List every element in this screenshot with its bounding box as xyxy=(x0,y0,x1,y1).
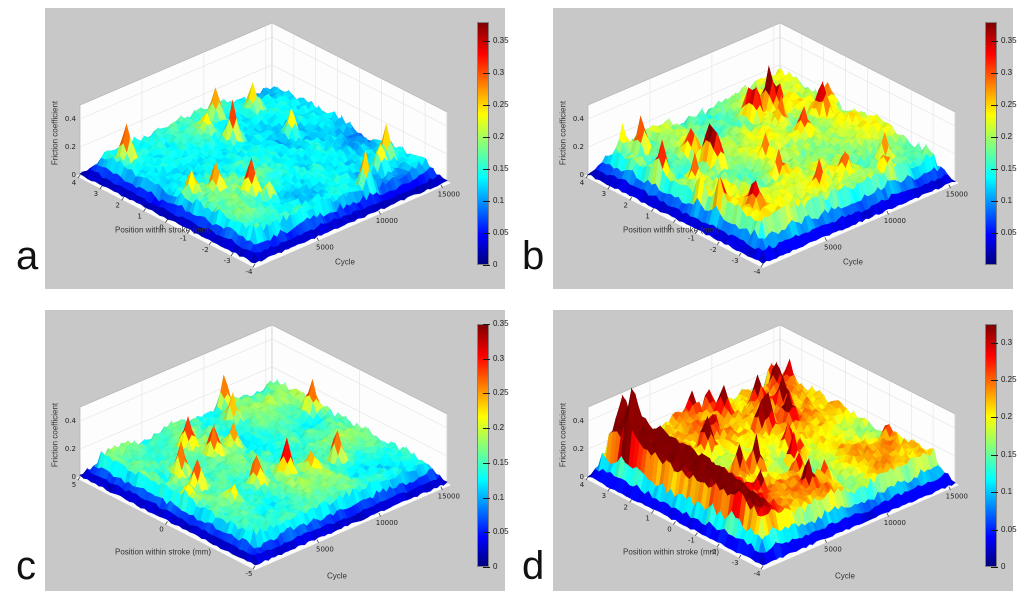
colorbar-tick-label: 0.25 xyxy=(493,388,509,398)
colorbar-tick-label: 0 xyxy=(1001,562,1006,571)
y-axis-label: Cycle xyxy=(842,257,864,267)
colorbar xyxy=(477,324,489,567)
colorbar-tick-mark xyxy=(483,233,490,235)
colorbar-tick-label: 0.1 xyxy=(493,196,505,206)
colorbar-tick-label: 0.05 xyxy=(493,228,509,238)
panel-letter-b: b xyxy=(522,234,545,278)
colorbar-tick-label: 0.15 xyxy=(1001,449,1017,459)
colorbar-tick-mark xyxy=(991,567,998,568)
colorbar-tick-label: 0.35 xyxy=(1001,36,1017,46)
colorbar-tick-mark xyxy=(483,428,490,430)
colorbar-tick-mark xyxy=(483,393,490,395)
surface-plot-canvas-b xyxy=(553,8,1013,289)
colorbar-tick-mark xyxy=(991,73,998,75)
panel-c: Friction coefficient Position within str… xyxy=(45,310,509,591)
colorbar xyxy=(985,22,997,265)
colorbar-tick-mark xyxy=(991,41,998,43)
x-axis-label: Position within stroke (mm) xyxy=(114,225,212,235)
colorbar-tick-mark xyxy=(483,324,490,325)
colorbar-tick-label: 0.05 xyxy=(1001,524,1017,534)
colorbar-tick-mark xyxy=(483,201,490,203)
colorbar-tick-mark xyxy=(991,417,998,419)
colorbar-tick-label: 0.2 xyxy=(1001,412,1013,422)
colorbar-tick-label: 0.25 xyxy=(1001,100,1017,110)
colorbar-tick-mark xyxy=(991,380,998,382)
colorbar-tick-mark xyxy=(483,137,490,139)
colorbar-tick-label: 0.15 xyxy=(493,457,509,467)
z-axis-label: Friction coefficient xyxy=(50,402,60,468)
surface-plot-canvas-a xyxy=(45,8,505,289)
y-axis-label: Cycle xyxy=(326,571,348,581)
colorbar-tick-mark xyxy=(483,265,490,266)
colorbar-tick-label: 0.1 xyxy=(493,492,505,502)
colorbar xyxy=(477,22,489,265)
z-axis-label: Friction coefficient xyxy=(50,100,60,166)
z-axis-label: Friction coefficient xyxy=(558,402,568,468)
panel-letter-c: c xyxy=(16,544,36,588)
colorbar xyxy=(985,324,997,567)
colorbar-tick-label: 0.3 xyxy=(493,68,505,78)
colorbar-tick-mark xyxy=(991,105,998,107)
colorbar-tick-mark xyxy=(483,73,490,75)
x-axis-label: Position within stroke (mm) xyxy=(114,547,212,557)
colorbar-tick-label: 0.25 xyxy=(1001,375,1017,385)
panel-letter-d: d xyxy=(522,544,545,588)
panel-a: Friction coefficient Position within str… xyxy=(45,8,509,289)
colorbar-tick-label: 0.2 xyxy=(493,132,505,142)
colorbar-tick-label: 0.15 xyxy=(1001,164,1017,174)
colorbar-tick-label: 0.05 xyxy=(493,527,509,537)
colorbar-tick-mark xyxy=(991,492,998,494)
colorbar-tick-label: 0.3 xyxy=(1001,68,1013,78)
colorbar-tick-label: 0.3 xyxy=(493,353,505,363)
colorbar-tick-mark xyxy=(483,497,490,499)
colorbar-tick-label: 0.25 xyxy=(493,100,509,110)
colorbar-tick-mark xyxy=(991,169,998,171)
colorbar-tick-mark xyxy=(483,567,490,568)
colorbar-tick-label: 0.3 xyxy=(1001,337,1013,347)
colorbar-tick-label: 0.1 xyxy=(1001,487,1013,497)
panel-d: Friction coefficient Position within str… xyxy=(553,310,1017,591)
panel-letter-a: a xyxy=(16,234,39,278)
surface-plot-canvas-d xyxy=(553,310,1013,591)
y-axis-label: Cycle xyxy=(834,571,856,581)
colorbar-tick-mark xyxy=(483,169,490,171)
colorbar-tick-mark xyxy=(991,529,998,531)
x-axis-label: Position within stroke (mm) xyxy=(622,547,720,557)
colorbar-tick-label: 0.2 xyxy=(493,423,505,433)
panel-b: Friction coefficient Position within str… xyxy=(553,8,1017,289)
colorbar-tick-label: 0 xyxy=(493,260,498,269)
colorbar-tick-label: 0.35 xyxy=(493,36,509,46)
colorbar-tick-label: 0.1 xyxy=(1001,196,1013,206)
colorbar-tick-mark xyxy=(991,233,998,235)
colorbar-tick-mark xyxy=(991,201,998,203)
colorbar-tick-mark xyxy=(483,41,490,43)
surface-plot-canvas-c xyxy=(45,310,505,591)
z-axis-label: Friction coefficient xyxy=(558,100,568,166)
colorbar-tick-label: 0.15 xyxy=(493,164,509,174)
colorbar-tick-mark xyxy=(483,358,490,360)
colorbar-tick-label: 0 xyxy=(493,562,498,571)
colorbar-tick-label: 0.2 xyxy=(1001,132,1013,142)
colorbar-tick-mark xyxy=(991,137,998,139)
colorbar-tick-mark xyxy=(483,462,490,464)
colorbar-tick-label: 0.05 xyxy=(1001,228,1017,238)
colorbar-tick-mark xyxy=(991,342,998,344)
colorbar-tick-mark xyxy=(483,105,490,107)
colorbar-tick-mark xyxy=(483,532,490,534)
colorbar-tick-label: 0.35 xyxy=(493,319,509,328)
x-axis-label: Position within stroke (mm) xyxy=(622,225,720,235)
y-axis-label: Cycle xyxy=(334,257,356,267)
colorbar-tick-mark xyxy=(991,454,998,456)
